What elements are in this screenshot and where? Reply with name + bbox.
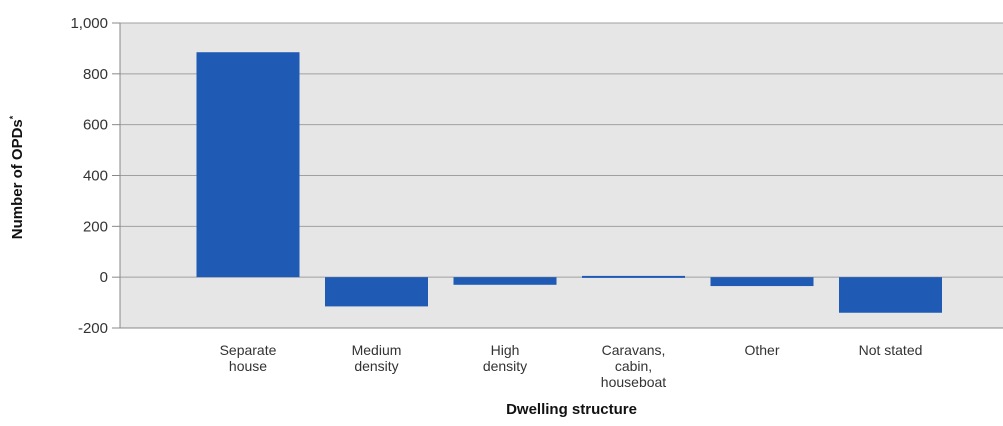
y-tick-labels: -200 0 200 400 600 800 1,000 (70, 15, 108, 337)
bar (453, 277, 557, 285)
x-category-label-line: Other (744, 342, 779, 358)
x-category-label-line: Not stated (859, 342, 923, 358)
bar (325, 277, 428, 307)
bars (196, 52, 942, 313)
x-category-label-line: houseboat (601, 374, 667, 390)
x-category-label-line: Separate (220, 342, 277, 358)
x-category-label: Other (744, 342, 779, 358)
axes (112, 22, 1003, 329)
y-axis-title-text: Number of OPDs (9, 119, 26, 239)
y-tick-label: 400 (83, 168, 108, 185)
x-category-label-line: house (229, 358, 267, 374)
y-tick-label: 800 (83, 66, 108, 83)
x-category-label-line: Caravans, (602, 342, 666, 358)
x-category-label: Medium density (352, 342, 402, 374)
y-tick-label: -200 (78, 320, 108, 337)
y-tick-label: 1,000 (70, 15, 108, 32)
x-category-label-line: Medium (352, 342, 402, 358)
x-category-label-line: High (491, 342, 520, 358)
bar (196, 52, 300, 278)
bar (582, 275, 685, 278)
x-category-label: Separate house (220, 342, 277, 374)
x-axis-title: Dwelling structure (506, 401, 637, 418)
x-category-label-line: density (354, 358, 398, 374)
x-category-label: Caravans, cabin, houseboat (601, 342, 667, 390)
bar (710, 277, 814, 287)
x-category-label: Not stated (859, 342, 923, 358)
y-axis-title: Number of OPDs* (8, 115, 26, 239)
y-tick-label: 200 (83, 218, 108, 235)
bar (839, 277, 942, 313)
x-category-label: High density (483, 342, 527, 374)
y-tick-label: 600 (83, 117, 108, 134)
y-tick-label: 0 (100, 269, 108, 286)
x-category-label-line: density (483, 358, 527, 374)
x-category-label-line: cabin, (615, 358, 652, 374)
y-axis-title-superscript: * (8, 115, 18, 119)
